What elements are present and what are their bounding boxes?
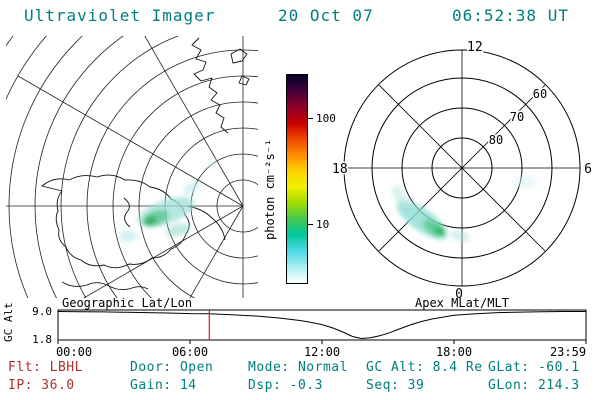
coastlines [41,37,250,291]
apex-mlat-mlt-panel: 12 18 6 0 60 70 80 [331,40,594,302]
status-glat: GLat: -60.1 [488,360,580,375]
mlat-label-60: 60 [533,87,547,101]
xtick-1800: 18:00 [436,345,472,359]
strip-title-right: Apex MLat/MLT [415,298,509,310]
strip-x-ticks [57,340,587,344]
gc-alt-curve [57,311,586,340]
strip-ymin-label: 1.8 [32,333,52,346]
mlt-grid-spokes [344,50,580,286]
status-mode: Mode: Normal [248,360,348,375]
observation-time: 06:52:38 UT [452,6,569,25]
xtick-0000: 00:00 [56,345,92,359]
status-gc-alt: GC Alt: 8.4 Re [366,360,483,375]
aurora-blob [183,181,201,195]
mlt-label-0: 0 [455,287,463,302]
status-glon: GLon: 214.3 [488,378,580,393]
mlat-label-80: 80 [489,133,503,147]
aurora-blob [206,159,218,169]
aurora-right [391,176,538,242]
mlt-label-12: 12 [467,40,483,55]
aurora-blob [144,216,156,226]
aurora-blob [391,185,409,207]
colorbar-tick-100-label: 100 [316,112,336,125]
app-title: Ultraviolet Imager [24,6,216,25]
colorbar-tick-10-label: 10 [316,218,330,231]
mlt-label-6: 6 [584,162,592,177]
aurora-blob [435,226,445,236]
colorbar-unit-label: photon cm⁻²s⁻¹ [263,138,277,240]
xtick-0600: 06:00 [172,345,208,359]
status-seq: Seq: 39 [366,378,425,393]
aurora-blob [514,176,538,188]
colorbar-gradient [286,74,308,284]
xtick-1200: 12:00 [304,345,340,359]
colorbar-tick-100-mark [307,118,313,119]
aurora-blob [450,230,470,242]
strip-ymax-label: 9.0 [32,305,52,318]
xtick-2359: 23:59 [550,345,586,359]
status-flt: Flt: LBHL [8,360,83,375]
strip-title-left: Geographic Lat/Lon [62,298,192,310]
status-dsp: Dsp: -0.3 [248,378,323,393]
colorbar: 100 10 [286,74,346,284]
status-ip: IP: 36.0 [8,378,75,393]
colorbar-tick-10-mark [307,224,313,225]
geo-grid-meridians [6,36,244,298]
aurora-left [119,159,218,242]
observation-date: 20 Oct 07 [278,6,374,25]
aurora-blob [119,230,137,242]
strip-ylabel: GC Alt [2,302,15,342]
mlat-label-70: 70 [510,110,524,124]
mlt-label-18: 18 [332,162,348,177]
aurora-blob [166,223,190,237]
geographic-map-panel [6,36,258,298]
status-gain: Gain: 14 [130,378,197,393]
gc-alt-strip-chart: Geographic Lat/Lon Apex MLat/MLT GC Alt … [2,298,587,359]
status-door: Door: Open [130,360,214,375]
